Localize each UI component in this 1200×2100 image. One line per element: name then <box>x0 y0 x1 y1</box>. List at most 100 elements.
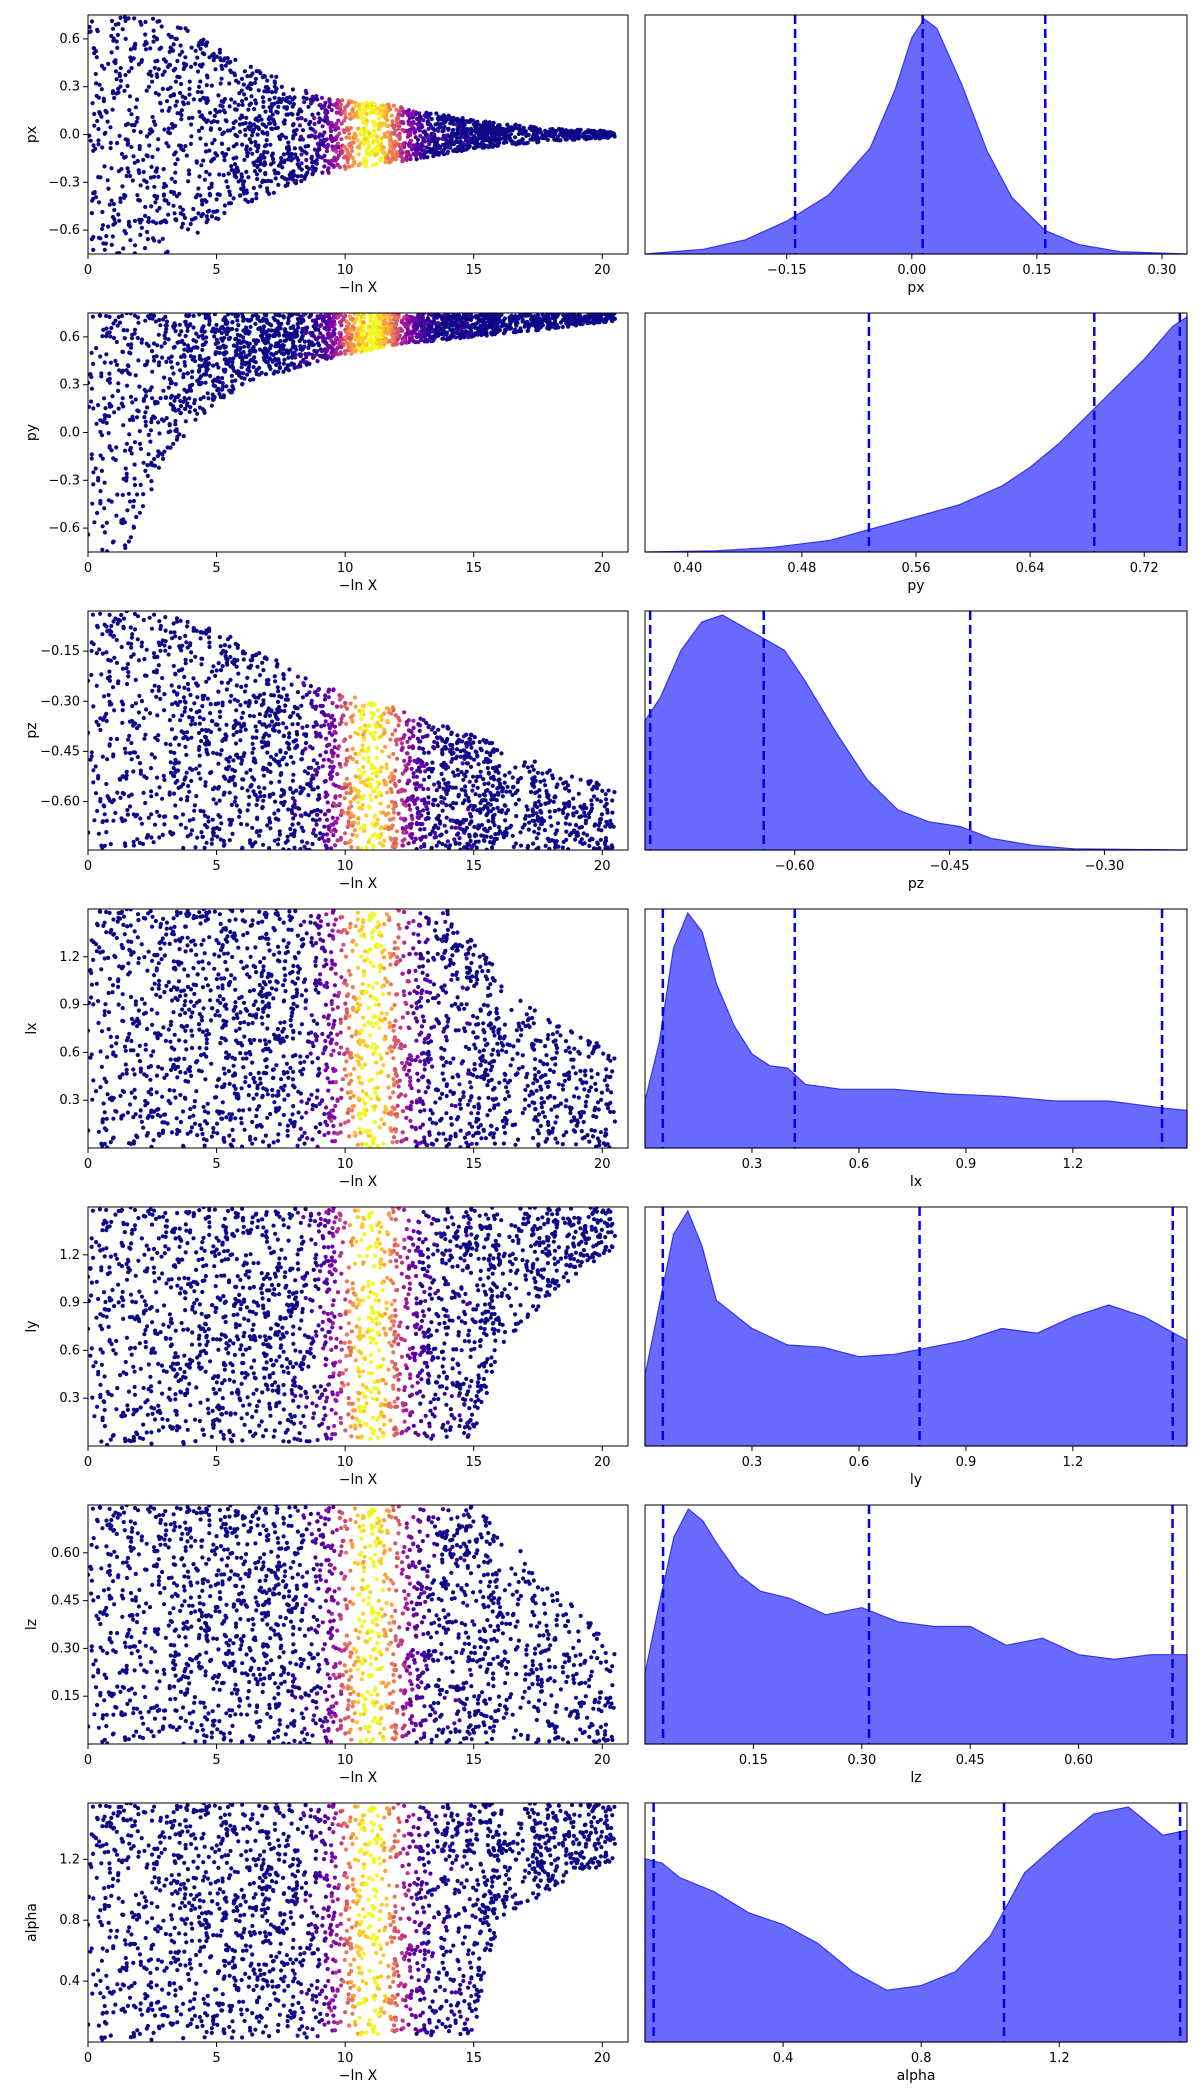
trace-point <box>571 322 576 327</box>
trace-point <box>178 90 183 96</box>
trace-point <box>104 352 109 357</box>
trace-point <box>142 363 148 368</box>
trace-point <box>538 779 543 784</box>
trace-point <box>272 101 277 106</box>
trace-point <box>260 318 265 323</box>
trace-point <box>355 137 360 143</box>
trace-point <box>180 221 185 226</box>
trace-point <box>117 133 122 138</box>
trace-point <box>190 382 195 387</box>
trace-point <box>283 366 288 371</box>
trace-point <box>467 779 472 784</box>
trace-point <box>400 127 405 133</box>
trace-point <box>363 108 368 113</box>
trace-point <box>166 337 171 342</box>
trace-point <box>88 757 93 762</box>
trace-point <box>162 449 167 454</box>
trace-point <box>447 134 453 139</box>
trace-point <box>562 131 568 137</box>
trace-point <box>203 360 208 365</box>
trace-point <box>218 57 223 63</box>
trace-point <box>298 344 303 349</box>
trace-point <box>98 354 103 359</box>
trace-point <box>397 108 402 114</box>
trace-point <box>114 339 119 345</box>
trace-point <box>163 395 168 400</box>
trace-point <box>168 35 173 40</box>
trace-point <box>348 336 353 341</box>
trace-point <box>418 152 423 157</box>
trace-point <box>216 93 221 98</box>
trace-point <box>138 220 143 225</box>
trace-point <box>213 384 218 389</box>
trace-point <box>299 152 304 157</box>
trace-point <box>251 359 256 364</box>
trace-point <box>139 225 144 230</box>
trace-point <box>223 329 228 334</box>
trace-point <box>91 470 96 475</box>
trace-point <box>100 419 106 424</box>
trace-point <box>204 357 209 362</box>
trace-point <box>128 625 133 630</box>
trace-panel-px: 0 5 10 15 20−ln X−0.6−0.30.00.30.6px <box>24 14 629 296</box>
trace-point <box>114 39 119 44</box>
trace-point <box>156 92 161 97</box>
trace-point <box>228 68 233 73</box>
trace-point <box>184 313 189 318</box>
trace-point <box>353 320 358 325</box>
trace-point <box>248 147 253 152</box>
trace-point <box>121 616 127 621</box>
trace-point <box>401 158 406 163</box>
trace-point <box>114 513 119 518</box>
trace-point <box>229 167 234 173</box>
trace-point <box>122 228 127 234</box>
trace-point <box>145 229 150 235</box>
trace-point <box>449 321 454 326</box>
trace-point <box>245 317 250 323</box>
trace-point <box>173 161 178 167</box>
trace-point <box>153 59 158 64</box>
trace-point <box>166 212 171 217</box>
trace-point <box>160 108 165 113</box>
trace-point <box>112 95 117 101</box>
trace-point <box>272 80 278 85</box>
trace-point <box>333 149 338 154</box>
trace-point <box>160 236 165 241</box>
trace-point <box>556 325 561 330</box>
trace-point <box>460 761 465 766</box>
trace-point <box>393 157 398 162</box>
trace-point <box>320 124 325 129</box>
trace-point <box>132 462 137 467</box>
trace-point <box>109 242 114 247</box>
trace-point <box>109 18 115 24</box>
trace-point <box>550 127 556 132</box>
trace-point <box>126 491 131 496</box>
trace-point <box>262 160 267 165</box>
trace-point <box>114 445 119 450</box>
trace-point <box>411 725 416 731</box>
trace-point <box>496 131 501 136</box>
trace-point <box>155 400 160 405</box>
trace-point <box>517 314 522 319</box>
trace-point <box>135 492 140 497</box>
trace-point <box>197 368 202 373</box>
trace-point <box>138 771 143 776</box>
trace-point <box>116 86 121 91</box>
trace-point <box>88 138 93 143</box>
trace-point <box>246 175 251 180</box>
trace-point <box>548 133 553 138</box>
trace-point <box>335 816 340 821</box>
trace-point <box>447 317 452 322</box>
trace-point <box>317 132 323 137</box>
trace-point <box>217 328 222 333</box>
trace-point <box>586 128 591 133</box>
trace-point <box>245 150 251 156</box>
trace-point <box>164 99 170 104</box>
trace-point <box>418 147 423 152</box>
trace-point <box>526 325 531 330</box>
trace-point <box>217 47 222 52</box>
trace-point <box>154 221 159 226</box>
trace-point <box>321 757 326 762</box>
trace-point <box>292 128 297 133</box>
trace-point <box>402 710 407 715</box>
